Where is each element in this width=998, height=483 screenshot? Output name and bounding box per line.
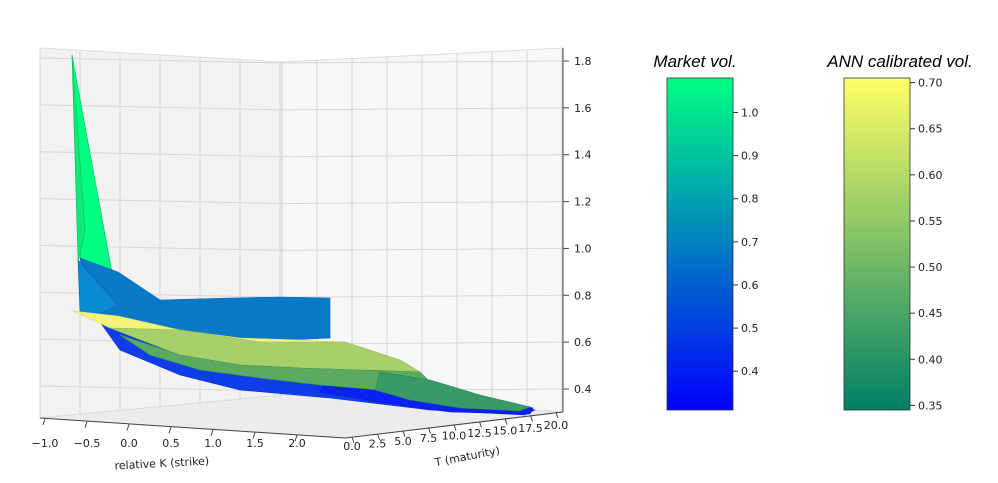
colorbar-tick-label: 1.0 [741,106,759,119]
x-tick-label: −0.5 [74,437,101,450]
y-axis-label: T (maturity) [433,444,501,470]
ann-vol-colorbar: ANN calibrated vol. 0.35 0.40 0.45 0.50 0.55… [826,52,973,412]
market-vol-colorbar-gradient [666,77,734,411]
y-tick-mark [453,424,457,431]
z-tick-label: 1.6 [574,102,592,115]
colorbar-tick-label: 0.45 [918,307,943,320]
colorbar-tick-label: 0.9 [741,150,759,163]
y-tick-label: 10.0 [442,430,467,443]
ann-vol-colorbar-ticks: 0.35 0.40 0.45 0.50 0.55 0.60 0.65 0.70 [910,77,943,412]
market-vol-colorbar-ticks: 0.4 0.5 0.6 0.7 0.8 0.9 1.0 [733,106,759,378]
y-tick-mark [402,430,406,437]
y-tick-mark [555,412,559,419]
colorbar-tick-label: 0.4 [741,365,759,378]
x-axis-label: relative K (strike) [114,455,209,473]
colorbar-tick-label: 0.40 [918,353,943,366]
x-tick-label: 0.5 [162,437,180,450]
z-tick-label: 0.8 [574,289,592,302]
ann-surface-tail [374,371,531,412]
z-tick-label: 1.0 [574,242,592,255]
x-tick-mark [210,429,214,436]
colorbar-tick-label: 0.65 [918,123,943,136]
y-tick-label: 5.0 [394,435,412,448]
colorbar-tick-label: 0.50 [918,261,943,274]
x-tick-mark [252,432,256,439]
ann-vol-colorbar-gradient [843,77,911,411]
x-tick-mark [84,421,88,428]
y-tick-label: 12.5 [467,427,492,440]
colorbar-tick-label: 0.6 [741,279,759,292]
y-tick-label: 15.0 [493,424,518,437]
ann-vol-colorbar-title: ANN calibrated vol. [826,52,973,71]
x-tick-label: −1.0 [32,437,59,450]
colorbar-tick-label: 0.70 [918,77,943,90]
y-tick-label: 2.5 [369,437,387,450]
x-tick-label: 0.0 [120,437,138,450]
x-tick-label: 2.0 [288,437,306,450]
colorbar-tick-label: 0.55 [918,215,943,228]
y-tick-mark [504,418,508,425]
x-tick-label: 1.5 [246,437,264,450]
colorbar-tick-label: 0.8 [741,193,759,206]
z-tick-label: 1.2 [574,196,592,209]
colorbar-tick-label: 0.5 [741,322,759,335]
colorbar-tick-label: 0.35 [918,399,943,412]
y-tick-label: 20.0 [544,419,569,432]
y-tick-mark [377,433,380,441]
market-vol-colorbar: Market vol. 0.4 0.5 0.6 0.7 0.8 0.9 1.0 [653,52,759,411]
x-tick-label: 1.0 [204,437,222,450]
x-tick-mark [294,435,298,442]
z-tick-label: 1.8 [574,55,592,68]
y-tick-mark [479,421,482,428]
x-tick-mark [42,418,46,426]
market-surface-wing-side [71,54,86,261]
y-tick-label: 17.5 [518,422,543,435]
plot3d-axes: 0.4 0.6 0.8 1.0 1.2 1.4 1.6 1.8 −1.0 −0.5 0.0 0.5 1.… [32,48,592,453]
market-vol-colorbar-title: Market vol. [653,52,736,71]
ann-vol-surface [72,310,531,412]
z-tick-label: 0.4 [574,383,592,396]
y-tick-label: 7.5 [420,432,438,445]
y-tick-mark [530,415,533,422]
y-tick-label: 0.0 [343,440,361,453]
y-tick-mark [351,436,355,444]
y-tick-mark [428,427,431,434]
x-axis-line [39,417,346,439]
colorbar-tick-label: 0.60 [918,169,943,182]
colorbar-tick-label: 0.7 [741,236,759,249]
z-tick-label: 1.4 [574,149,592,162]
x-tick-mark [168,426,172,434]
x-tick-mark [126,424,130,431]
z-tick-label: 0.6 [574,336,592,349]
